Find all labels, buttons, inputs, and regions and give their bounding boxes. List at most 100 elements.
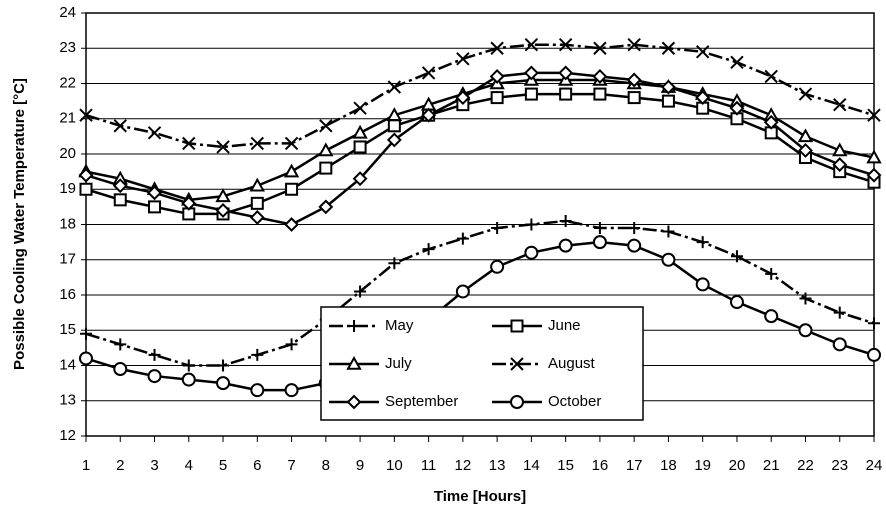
data-point bbox=[455, 90, 471, 106]
x-tick-label: 1 bbox=[82, 457, 90, 474]
data-point bbox=[558, 238, 573, 253]
data-point bbox=[319, 119, 333, 133]
data-point bbox=[455, 284, 470, 299]
data-point bbox=[832, 337, 847, 352]
legend-label: June bbox=[548, 317, 581, 334]
data-point bbox=[216, 140, 230, 154]
x-axis-title: Time [Hours] bbox=[434, 488, 526, 505]
data-point bbox=[148, 200, 162, 214]
data-point bbox=[387, 80, 402, 94]
data-point bbox=[661, 41, 676, 55]
data-point bbox=[182, 359, 195, 372]
data-point bbox=[353, 101, 367, 115]
data-point bbox=[147, 369, 162, 384]
data-point bbox=[797, 128, 814, 143]
x-tick-label: 6 bbox=[253, 457, 261, 474]
data-point bbox=[524, 245, 539, 260]
x-tick-label: 13 bbox=[489, 457, 506, 474]
data-point bbox=[319, 161, 333, 175]
data-point bbox=[764, 309, 779, 324]
x-tick-label: 15 bbox=[557, 457, 574, 474]
data-point bbox=[215, 188, 231, 203]
data-point bbox=[250, 136, 265, 151]
y-tick-label: 14 bbox=[59, 356, 76, 373]
data-point bbox=[113, 362, 128, 377]
data-point bbox=[764, 69, 778, 84]
data-point bbox=[490, 259, 505, 274]
data-point bbox=[866, 149, 882, 164]
data-point bbox=[318, 142, 334, 157]
legend-label: August bbox=[548, 355, 596, 372]
data-point bbox=[866, 167, 882, 183]
data-point bbox=[284, 136, 299, 151]
x-tick-label: 23 bbox=[831, 457, 848, 474]
data-point bbox=[113, 193, 127, 207]
data-point bbox=[250, 383, 265, 398]
data-point bbox=[798, 143, 813, 158]
data-point bbox=[386, 132, 402, 148]
data-point bbox=[491, 222, 504, 235]
x-tick-label: 7 bbox=[287, 457, 295, 474]
data-point bbox=[181, 372, 196, 387]
data-point bbox=[388, 257, 401, 270]
y-tick-label: 24 bbox=[59, 4, 76, 21]
x-tick-label: 2 bbox=[116, 457, 124, 474]
x-tick-label: 24 bbox=[866, 457, 883, 474]
data-point bbox=[558, 38, 573, 52]
data-point bbox=[80, 327, 92, 340]
data-point bbox=[354, 285, 367, 298]
series-line bbox=[85, 71, 875, 226]
data-point bbox=[489, 69, 505, 84]
data-point bbox=[833, 306, 846, 319]
data-point bbox=[867, 347, 881, 362]
data-point bbox=[798, 87, 813, 101]
series-line bbox=[85, 78, 875, 202]
y-tick-label: 16 bbox=[59, 286, 76, 303]
data-point bbox=[251, 348, 264, 361]
data-point bbox=[421, 107, 437, 123]
x-tick-label: 22 bbox=[797, 457, 814, 474]
legend-marker bbox=[510, 357, 524, 371]
data-point bbox=[79, 108, 93, 122]
data-point bbox=[490, 41, 504, 55]
y-axis-title: Possible Cooling Water Temperature [°C] bbox=[11, 78, 28, 370]
data-point bbox=[352, 171, 368, 187]
data-point bbox=[79, 351, 93, 366]
data-point bbox=[628, 222, 641, 235]
data-point bbox=[215, 202, 231, 218]
legend-marker bbox=[348, 320, 360, 332]
data-point bbox=[730, 250, 743, 263]
data-point bbox=[661, 79, 676, 95]
data-point bbox=[763, 114, 779, 130]
legend: May June July August September October bbox=[320, 306, 644, 421]
data-point bbox=[112, 178, 128, 194]
data-point bbox=[832, 142, 848, 157]
legend-label: May bbox=[385, 317, 414, 334]
data-point bbox=[181, 195, 197, 211]
x-tick-label: 8 bbox=[322, 457, 330, 474]
data-point bbox=[523, 65, 539, 81]
data-point bbox=[148, 348, 161, 361]
data-point bbox=[114, 338, 127, 351]
data-point bbox=[284, 217, 299, 232]
data-point bbox=[285, 338, 298, 351]
data-point bbox=[765, 267, 778, 280]
data-point bbox=[559, 214, 572, 227]
data-point bbox=[593, 222, 606, 235]
data-point bbox=[113, 119, 127, 133]
data-point bbox=[558, 65, 574, 81]
data-point bbox=[387, 119, 401, 133]
x-tick-label: 10 bbox=[386, 457, 403, 474]
x-tick-label: 21 bbox=[763, 457, 780, 474]
data-point bbox=[352, 124, 368, 139]
data-point bbox=[799, 292, 812, 305]
data-point bbox=[421, 66, 436, 80]
data-point bbox=[592, 235, 607, 250]
x-tick-label: 16 bbox=[592, 457, 609, 474]
data-point bbox=[525, 218, 538, 231]
x-tick-label: 11 bbox=[421, 457, 437, 474]
data-point bbox=[627, 238, 642, 253]
x-tick-label: 19 bbox=[694, 457, 711, 474]
data-point bbox=[456, 52, 470, 66]
data-point bbox=[318, 199, 334, 215]
